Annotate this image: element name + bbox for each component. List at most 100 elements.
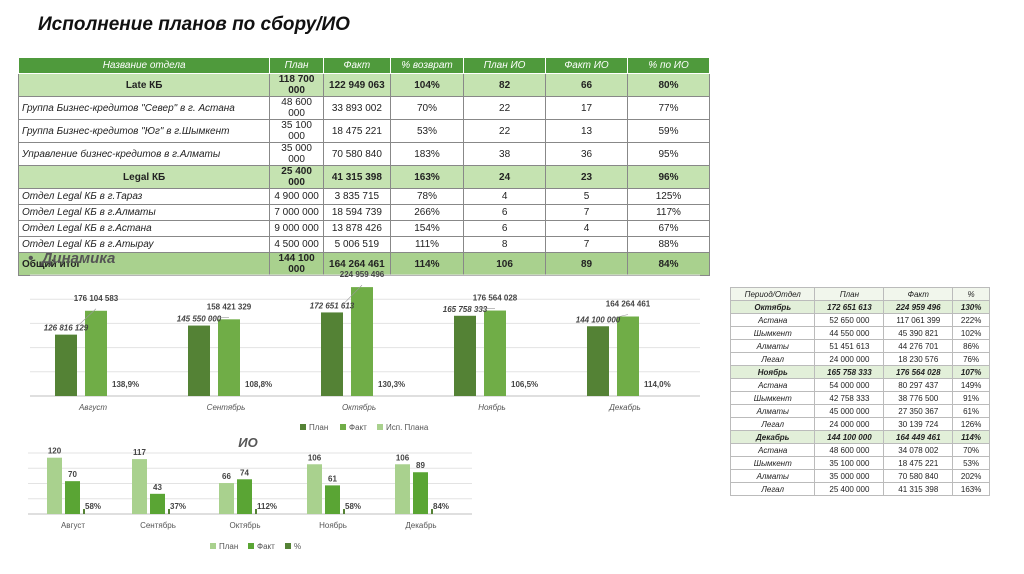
period-value-cell: 70% xyxy=(952,443,990,457)
table-row: Late КБ 118 700 000 122 949 063 104% 82 66 80% xyxy=(17,73,710,97)
value-cell: 24 xyxy=(463,165,547,189)
period-name-cell: Легал xyxy=(729,417,816,431)
period-name-cell: Легал xyxy=(729,482,816,496)
plan-data-label: 145 550 000 xyxy=(177,315,222,324)
period-name-cell: Астана xyxy=(729,378,816,392)
io-category-label: Сентябрь xyxy=(140,521,176,530)
io-plan-bar xyxy=(47,457,62,514)
io-chart-title: ИО xyxy=(238,435,257,450)
row-name-cell: Управление бизнес-кредитов в г.Алматы xyxy=(17,142,271,166)
legend-swatch xyxy=(377,424,383,430)
io-plan-data-label: 120 xyxy=(48,447,62,456)
period-row: Астана 48 600 000 34 078 002 70% xyxy=(729,443,990,457)
period-value-cell: 35 100 000 xyxy=(814,456,885,470)
category-label: Декабрь xyxy=(608,403,640,412)
period-row: Шымкент 42 758 333 38 776 500 91% xyxy=(729,391,990,405)
period-table-body: Период/Отдел План Факт% Октябрь 172 651 613 2… xyxy=(729,287,990,496)
io-fact-bar xyxy=(325,485,340,514)
io-category-label: Август xyxy=(61,521,85,530)
dynamics-heading: • Динамика xyxy=(28,250,116,267)
category-label: Октябрь xyxy=(342,403,376,412)
period-value-cell: 144 100 000 xyxy=(814,430,885,444)
period-value-cell: 86% xyxy=(952,339,990,353)
period-value-cell: 41 315 398 xyxy=(883,482,954,496)
period-value-cell: 202% xyxy=(952,469,990,483)
period-row: Легал 24 000 000 30 139 724 126% xyxy=(729,417,990,431)
period-value-cell: 117 061 399 xyxy=(883,313,954,327)
percent-data-label: 106,5% xyxy=(511,380,538,389)
legend-label: План xyxy=(309,423,328,432)
table-header-row: Название отдела План Факт% возврат План ИО Ф… xyxy=(17,57,710,74)
period-row: Алматы 45 000 000 27 350 367 61% xyxy=(729,404,990,418)
summary-table: Название отдела План Факт% возврат План ИО Ф… xyxy=(17,57,710,276)
column-header: Название отдела xyxy=(17,57,271,74)
value-cell: 163% xyxy=(389,165,465,189)
period-header-row: Период/Отдел План Факт% xyxy=(729,287,990,301)
period-value-cell: 149% xyxy=(952,378,990,392)
io-percent-marker xyxy=(255,509,257,514)
table-row: Управление бизнес-кредитов в г.Алматы 35 … xyxy=(17,142,710,166)
period-name-cell: Ноябрь xyxy=(729,365,816,379)
value-cell: 77% xyxy=(627,96,710,120)
period-name-cell: Астана xyxy=(729,443,816,457)
period-value-cell: 53% xyxy=(952,456,990,470)
fact-data-label: 158 421 329 xyxy=(207,302,252,311)
legend-label: Исп. Плана xyxy=(386,423,429,432)
period-name-cell: Шымкент xyxy=(729,391,816,405)
period-value-cell: 102% xyxy=(952,326,990,340)
value-cell: 80% xyxy=(627,73,710,97)
io-percent-data-label: 112% xyxy=(257,502,277,511)
period-row: Октябрь 172 651 613 224 959 496 130% xyxy=(729,300,990,314)
value-cell: 17 xyxy=(545,96,629,120)
period-value-cell: 176 564 028 xyxy=(883,365,954,379)
io-fact-bar xyxy=(150,493,165,514)
period-value-cell: 130% xyxy=(952,300,990,314)
period-value-cell: 35 000 000 xyxy=(814,469,885,483)
value-cell: 118 700 000 xyxy=(269,73,324,97)
period-value-cell: 44 276 701 xyxy=(883,339,954,353)
io-plan-data-label: 106 xyxy=(396,453,410,462)
period-value-cell: 45 000 000 xyxy=(814,404,885,418)
period-value-cell: 18 230 576 xyxy=(883,352,954,366)
period-row: Легал 25 400 000 41 315 398 163% xyxy=(729,482,990,496)
period-column-header: План xyxy=(814,287,885,301)
period-value-cell: 51 451 613 xyxy=(814,339,885,353)
io-fact-data-label: 74 xyxy=(240,468,249,477)
table-row: Группа Бизнес-кредитов "Север" в г. Аста… xyxy=(17,96,710,120)
period-value-cell: 61% xyxy=(952,404,990,418)
legend-swatch xyxy=(300,424,306,430)
plan-data-label: 165 758 333 xyxy=(443,305,488,314)
io-legend-swatch xyxy=(248,543,254,549)
period-name-cell: Алматы xyxy=(729,339,816,353)
legend-swatch xyxy=(340,424,346,430)
period-row: Шымкент 44 550 000 45 390 821 102% xyxy=(729,326,990,340)
value-cell: 22 xyxy=(463,96,547,120)
period-name-cell: Алматы xyxy=(729,469,816,483)
io-percent-marker xyxy=(168,509,170,514)
period-value-cell: 224 959 496 xyxy=(883,300,954,314)
period-value-cell: 70 580 840 xyxy=(883,469,954,483)
io-fact-data-label: 61 xyxy=(328,474,337,483)
page-title: Исполнение планов по сбору/ИО xyxy=(38,14,350,35)
percent-data-label: 114,0% xyxy=(644,380,671,389)
plan-bar xyxy=(321,312,343,396)
period-row: Декабрь 144 100 000 164 449 461 114% xyxy=(729,430,990,444)
table-row: Legal КБ 25 400 000 41 315 398 163% 24 23 96% xyxy=(17,165,710,189)
io-legend-label: План xyxy=(219,542,238,551)
period-value-cell: 163% xyxy=(952,482,990,496)
value-cell: 84% xyxy=(627,252,710,276)
period-name-cell: Октябрь xyxy=(729,300,816,314)
period-value-cell: 54 000 000 xyxy=(814,378,885,392)
period-value-cell: 30 139 724 xyxy=(883,417,954,431)
io-plan-bar xyxy=(132,459,147,514)
period-name-cell: Легал xyxy=(729,352,816,366)
period-name-cell: Астана xyxy=(729,313,816,327)
io-percent-marker xyxy=(343,509,345,514)
fact-bar xyxy=(351,287,373,396)
column-header: План xyxy=(269,57,324,74)
period-value-cell: 27 350 367 xyxy=(883,404,954,418)
io-fact-data-label: 43 xyxy=(153,483,162,492)
period-value-cell: 38 776 500 xyxy=(883,391,954,405)
plan-bar xyxy=(55,334,77,396)
